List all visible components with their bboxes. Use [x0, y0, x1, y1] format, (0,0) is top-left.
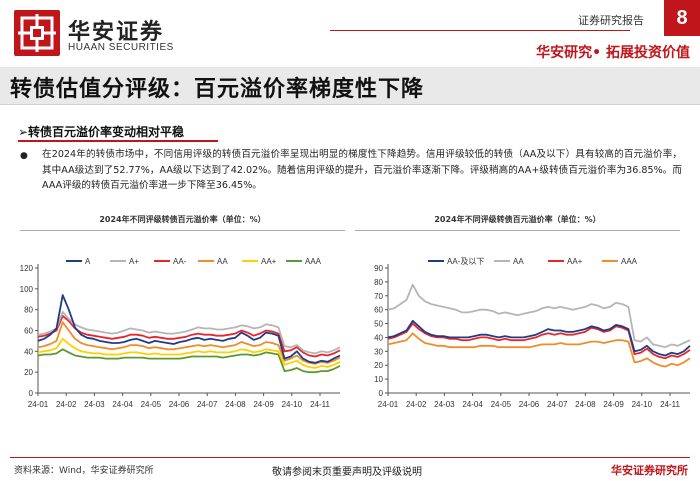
y-tick-label: 20 [24, 368, 33, 377]
x-tick-label: 24-11 [660, 400, 680, 409]
x-tick-label: 24-01 [28, 400, 49, 409]
chart-1-title: 2024年不同评级转债百元溢价率（单位：%） [99, 215, 266, 224]
x-tick-label: 24-08 [575, 400, 596, 409]
chart-1-title-rule [20, 230, 345, 231]
y-tick-label: 90 [374, 264, 383, 273]
company-logo [14, 10, 60, 56]
x-tick-label: 24-06 [169, 400, 190, 409]
series-line-AA- [37, 315, 341, 358]
x-tick-label: 24-04 [112, 400, 133, 409]
x-tick-label: 24-09 [253, 400, 274, 409]
x-tick-label: 24-10 [282, 400, 303, 409]
x-tick-label: 24-03 [434, 400, 455, 409]
legend-label: A+ [129, 257, 139, 266]
legend-label: A [85, 257, 91, 266]
x-tick-label: 24-05 [491, 400, 512, 409]
legend-label: AA [217, 257, 228, 266]
x-tick-label: 24-10 [632, 400, 653, 409]
series-line-AA+ [37, 337, 341, 369]
chart-2: 0 10 20 30 40 50 60 70 80 90 24-01 24-02 24-03 24-04 2… [374, 257, 691, 409]
section-underline [18, 140, 218, 142]
bullet-icon: ● [20, 151, 28, 161]
series-line-AAA [37, 348, 341, 374]
x-tick-label: 24-02 [56, 400, 77, 409]
section-heading: ➢转债百元溢价率变动相对平稳 [18, 125, 185, 139]
x-tick-label: 24-07 [197, 400, 218, 409]
slogan: 华安研究• 拓展投资价值 [536, 45, 690, 61]
series-line-AA-及以下 [387, 319, 691, 357]
y-tick-label: 0 [379, 389, 384, 398]
series-line-A [37, 294, 341, 364]
footer-divider [10, 457, 690, 458]
y-tick-label: 80 [24, 306, 33, 315]
chart-2-title-rule [355, 230, 680, 231]
series-line-AAA [387, 332, 691, 368]
y-tick-label: 60 [374, 306, 383, 315]
x-tick-label: 24-01 [378, 400, 399, 409]
chart-2-title: 2024年不同评级转债百元溢价率（单位：%） [434, 215, 601, 224]
y-tick-label: 0 [29, 389, 34, 398]
y-tick-label: 80 [374, 278, 383, 287]
series-line-AA+ [387, 322, 691, 360]
brand-name-en: HUAAN SECURITIES [68, 42, 174, 53]
x-tick-label: 24-03 [84, 400, 105, 409]
legend-label: AA [513, 257, 524, 266]
series-line-AA [37, 321, 341, 365]
x-tick-label: 24-02 [406, 400, 427, 409]
series-line-AA [387, 283, 691, 349]
title-bar: 转债估值分评级：百元溢价率梯度性下降 [0, 67, 700, 105]
x-tick-label: 24-06 [519, 400, 540, 409]
chart-1: 0 20 40 60 80 100 120 24-01 24-02 24-03 24-04 24-05… [20, 257, 341, 409]
logo-emblem-icon [18, 14, 56, 52]
page-number: 8 [664, 0, 700, 36]
legend-label: AA-及以下 [447, 257, 484, 266]
y-tick-label: 120 [20, 264, 34, 273]
legend-label: AA- [173, 257, 187, 266]
x-tick-label: 24-04 [462, 400, 483, 409]
x-tick-label: 24-08 [225, 400, 246, 409]
x-tick-label: 24-05 [141, 400, 162, 409]
section-paragraph: 在2024年的转债市场中，不同信用评级的转债百元溢价率呈现出明显的梯度性下降趋势… [42, 149, 682, 191]
y-tick-label: 10 [374, 375, 383, 384]
y-tick-label: 50 [374, 320, 383, 329]
y-tick-label: 40 [24, 347, 33, 356]
x-tick-label: 24-11 [310, 400, 330, 409]
disclaimer: 敬请参阅末页重要声明及评级说明 [272, 467, 422, 478]
x-tick-label: 24-09 [603, 400, 624, 409]
y-tick-label: 100 [20, 285, 34, 294]
report-type: 证券研究报告 [578, 14, 644, 27]
header-divider [330, 30, 630, 31]
y-tick-label: 60 [24, 327, 33, 336]
series-line-A+ [37, 310, 341, 355]
x-tick-label: 24-07 [547, 400, 568, 409]
page-title: 转债估值分评级：百元溢价率梯度性下降 [10, 77, 425, 102]
legend-label: AAA [305, 257, 322, 266]
y-tick-label: 70 [374, 292, 383, 301]
legend-label: AAA [621, 257, 638, 266]
legend-label: AA+ [261, 257, 277, 266]
data-source: 资料来源：Wind，华安证券研究所 [14, 466, 154, 476]
y-tick-label: 30 [374, 347, 383, 356]
y-tick-label: 40 [374, 333, 383, 342]
legend-label: AA+ [567, 257, 583, 266]
footer-brand: 华安证券研究所 [611, 464, 688, 477]
brand-name-cn: 华安证券 [68, 19, 165, 45]
y-tick-label: 20 [374, 361, 383, 370]
